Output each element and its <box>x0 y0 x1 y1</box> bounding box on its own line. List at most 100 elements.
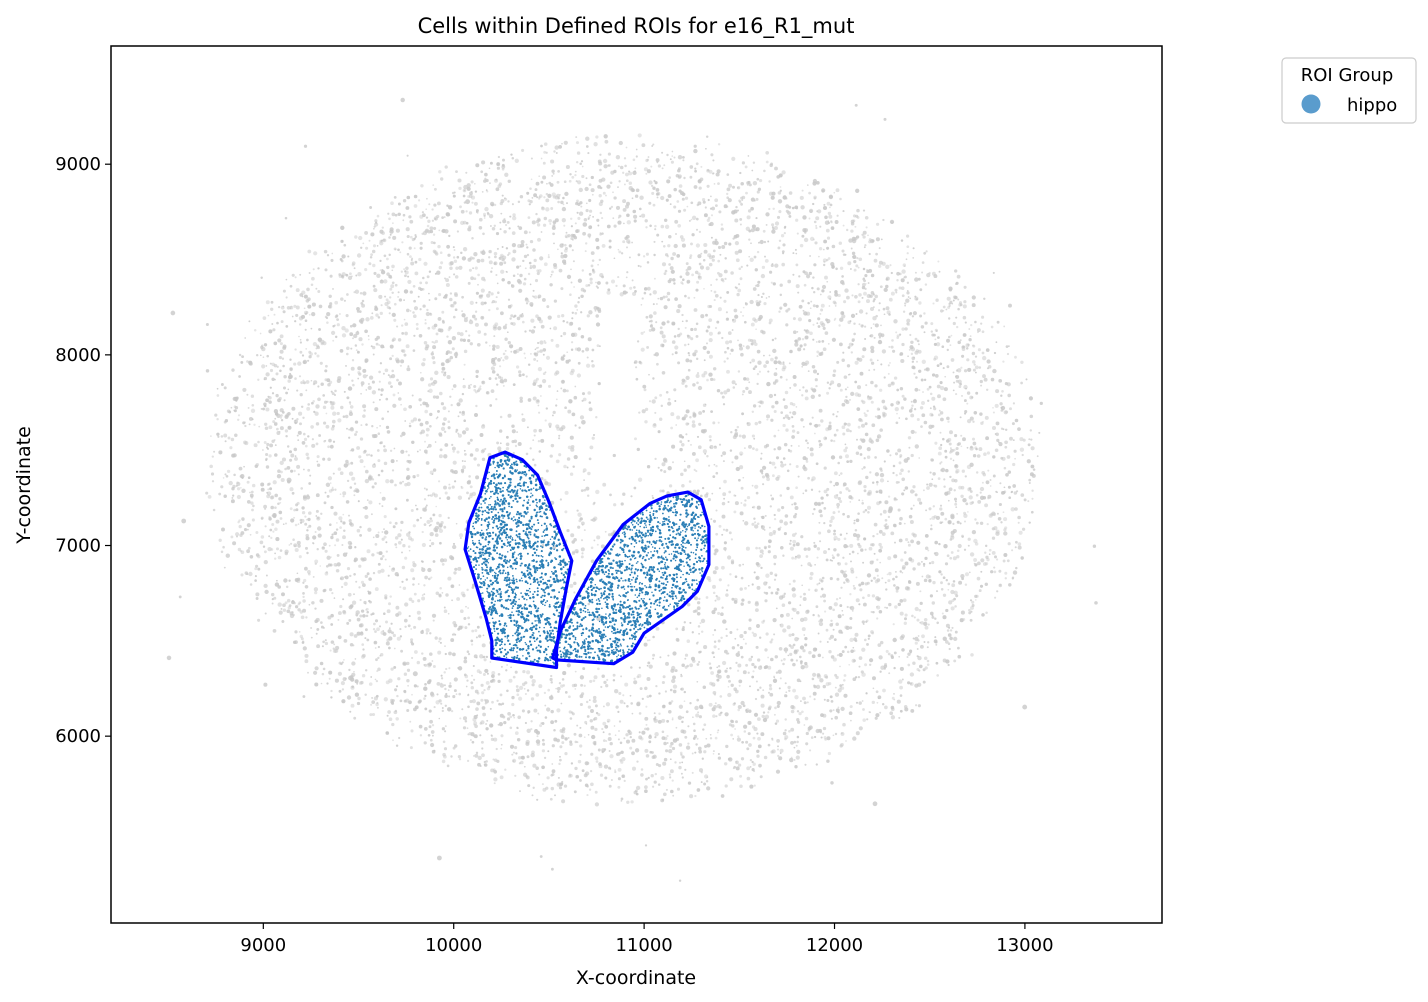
background-cell-point <box>857 542 861 546</box>
background-cell-point <box>715 278 718 281</box>
background-cell-point <box>866 455 871 459</box>
background-cell-point <box>429 412 433 417</box>
background-cell-point <box>734 383 737 386</box>
background-cell-point <box>878 548 883 553</box>
background-cell-point <box>782 398 786 401</box>
background-cell-point <box>651 191 655 195</box>
background-cell-point <box>804 716 809 721</box>
background-cell-point <box>734 575 738 578</box>
background-cell-point <box>263 441 267 444</box>
background-cell-point <box>646 261 650 264</box>
background-cell-point <box>849 543 854 548</box>
background-cell-point <box>739 511 744 516</box>
background-cell-point <box>783 592 786 595</box>
background-cell-point <box>263 504 268 509</box>
background-cell-point <box>404 420 407 422</box>
background-cell-point <box>298 316 304 321</box>
background-cell-point <box>819 514 823 518</box>
background-cell-point <box>506 331 509 334</box>
background-cell-point <box>677 715 683 720</box>
background-cell-point <box>536 269 540 273</box>
background-cell-point <box>528 203 531 206</box>
background-cell-point <box>452 544 457 550</box>
background-cell-point <box>754 608 759 613</box>
background-cell-point <box>306 287 310 292</box>
background-cell-point <box>595 285 598 288</box>
background-cell-point <box>606 678 609 682</box>
background-cell-point <box>912 311 917 316</box>
background-cell-point <box>909 682 913 685</box>
background-cell-point <box>714 238 718 242</box>
background-cell-point <box>371 696 374 699</box>
background-cell-point <box>740 576 744 580</box>
background-cell-point <box>354 344 358 348</box>
background-cell-point <box>786 486 790 491</box>
background-cell-point <box>519 194 524 199</box>
background-cell-point <box>682 159 685 162</box>
background-cell-point <box>789 386 792 389</box>
background-cell-point <box>861 467 864 470</box>
background-cell-point <box>976 328 981 333</box>
background-cell-point <box>935 643 938 646</box>
background-cell-point <box>680 281 684 284</box>
background-cell-point <box>329 444 334 449</box>
background-cell-point <box>463 449 466 452</box>
background-cell-point <box>728 490 732 494</box>
background-cell-point <box>543 262 548 267</box>
background-cell-point <box>452 315 456 319</box>
background-cell-point <box>874 716 878 720</box>
background-cell-point <box>566 321 569 324</box>
background-cell-point <box>804 489 808 492</box>
background-cell-point <box>695 470 698 473</box>
background-cell-point <box>590 752 594 756</box>
background-cell-point <box>777 199 783 204</box>
background-cell-point <box>413 684 418 688</box>
background-cell-point <box>262 545 266 548</box>
background-cell-point <box>373 225 376 228</box>
background-cell-point <box>912 504 915 507</box>
background-cell-point <box>839 499 843 504</box>
background-cell-point <box>751 631 754 634</box>
background-cell-point <box>985 611 988 615</box>
background-cell-point <box>872 687 875 690</box>
background-cell-point <box>645 172 648 175</box>
background-cell-point <box>580 294 584 299</box>
background-cell-point <box>277 585 282 589</box>
background-cell-point <box>389 479 394 484</box>
background-cell-point <box>746 495 751 500</box>
background-cell-point <box>270 536 273 540</box>
background-cell-point <box>425 488 428 491</box>
background-cell-point <box>659 417 663 421</box>
background-cell-point <box>1002 511 1005 514</box>
background-cell-point <box>768 539 772 544</box>
background-cell-point <box>677 304 682 309</box>
background-cell-point <box>272 629 277 633</box>
background-cell-point <box>957 298 960 301</box>
background-cell-point <box>733 765 737 769</box>
background-cell-point <box>392 235 397 240</box>
background-cell-point <box>799 195 804 200</box>
background-cell-point <box>522 259 525 263</box>
background-cell-point <box>619 699 624 704</box>
background-cell-point <box>560 702 563 705</box>
background-cell-point <box>967 367 972 372</box>
background-cell-point <box>289 507 293 511</box>
background-cell-point <box>836 505 840 509</box>
background-cell-point <box>439 541 442 545</box>
background-cell-point <box>998 569 1002 573</box>
background-cell-point <box>340 297 344 301</box>
background-cell-point <box>364 637 367 640</box>
background-cell-point <box>470 639 474 643</box>
background-cell-point <box>449 355 454 360</box>
background-cell-point <box>982 355 987 361</box>
background-cell-point <box>293 469 296 473</box>
background-cell-point <box>876 574 879 577</box>
background-cell-point <box>821 340 825 343</box>
background-cell-point <box>274 527 278 531</box>
background-cell-point <box>880 238 883 241</box>
background-cell-point <box>348 545 353 550</box>
background-cell-point <box>279 517 283 520</box>
background-cell-point <box>710 671 714 675</box>
background-cell-point <box>514 158 519 163</box>
background-cell-point <box>287 375 293 380</box>
